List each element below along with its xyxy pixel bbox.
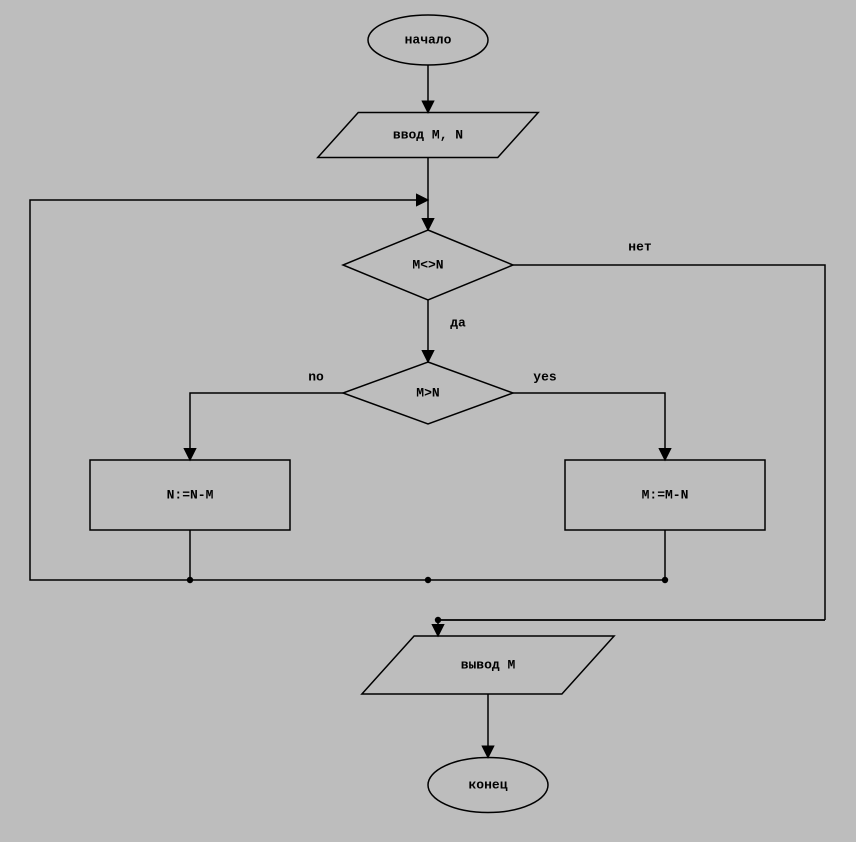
node-label-cond1: M<>N — [412, 257, 443, 272]
label-yes: yes — [533, 369, 557, 384]
label-da: да — [450, 315, 466, 330]
edge-cond2-procR — [513, 393, 665, 460]
edge-cond2-procL — [190, 393, 343, 460]
edge-no-to-output — [438, 620, 825, 636]
node-procR: M:=M-N — [565, 460, 765, 530]
flowchart-canvas: начало ввод M, N M<>N M>N N:=N-M M:=M-N вывод … — [0, 0, 856, 842]
node-cond1: M<>N — [343, 230, 513, 300]
node-label-input: ввод M, N — [393, 127, 463, 142]
node-label-output: вывод M — [461, 657, 516, 672]
node-label-procR: M:=M-N — [642, 487, 689, 502]
node-label-procL: N:=N-M — [167, 487, 214, 502]
node-cond2: M>N — [343, 362, 513, 424]
node-label-start: начало — [405, 32, 452, 47]
node-procL: N:=N-M — [90, 460, 290, 530]
node-input: ввод M, N — [318, 113, 539, 158]
node-label-cond2: M>N — [416, 385, 439, 400]
node-end: конец — [428, 758, 548, 813]
node-start: начало — [368, 15, 488, 65]
edge-cond1-no-down — [513, 265, 825, 620]
node-output: вывод M — [362, 636, 614, 694]
node-label-end: конец — [468, 777, 507, 792]
label-no: no — [308, 369, 324, 384]
label-net: нет — [628, 239, 652, 254]
